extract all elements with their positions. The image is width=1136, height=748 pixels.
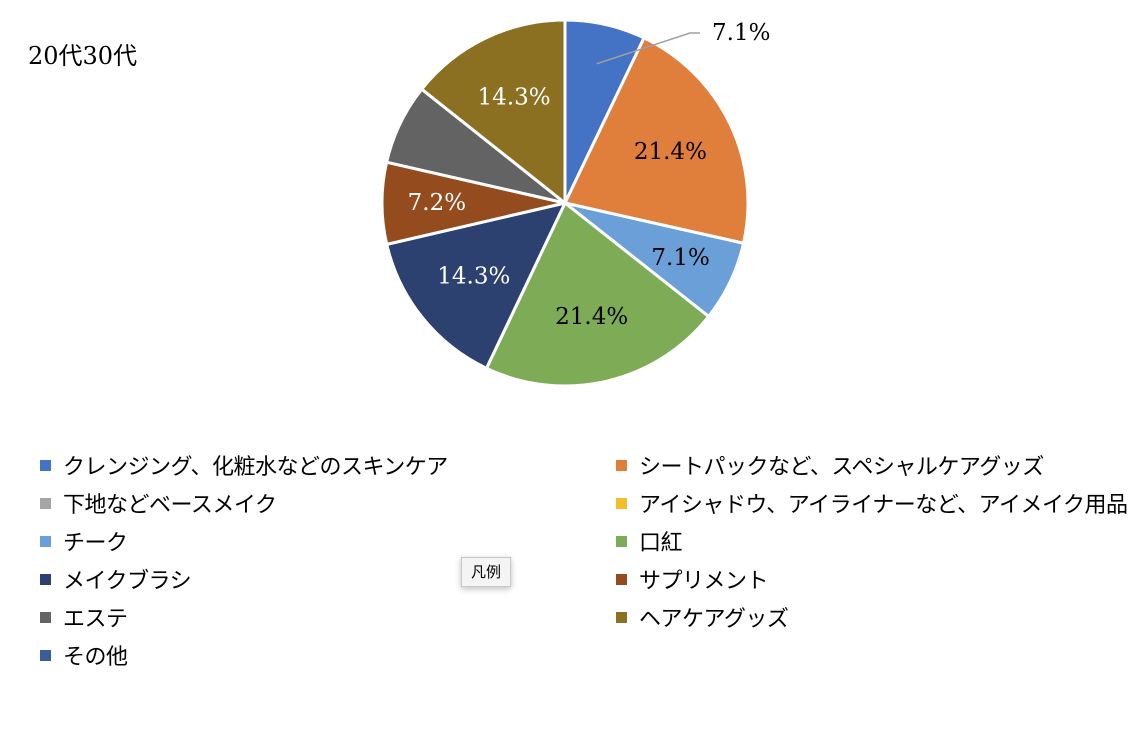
pie-slices: [380, 18, 750, 388]
legend-label: メイクブラシ: [63, 569, 192, 594]
legend-swatch: [40, 611, 51, 623]
data-label-10: 14.3%: [478, 85, 551, 111]
data-label-8: 7.2%: [408, 190, 466, 216]
legend: クレンジング、化粧水などのスキンケア シートパックなど、スペシャルケアグッズ下地な…: [40, 446, 1136, 674]
legend-label: ヘアケアグッズ: [639, 607, 789, 632]
data-label-6: 21.4%: [555, 304, 628, 330]
legend-item-7: メイクブラシ: [40, 560, 616, 598]
pie-slice-10: [420, 18, 567, 205]
legend-item-11: その他: [40, 636, 616, 674]
legend-item-8: サプリメント: [616, 560, 1116, 598]
legend-tooltip: 凡例: [461, 557, 512, 587]
chart-title: 20代30代: [28, 42, 138, 70]
data-label-1: 7.1%: [712, 20, 770, 46]
legend-swatch: [40, 459, 51, 471]
legend-swatch: [616, 573, 627, 585]
legend-swatch: [616, 459, 627, 471]
legend-item-4: アイシャドウ、アイライナーなど、アイメイク用品: [616, 484, 1128, 522]
legend-item-10: ヘアケアグッズ: [616, 598, 1116, 636]
leader-line-1: [596, 32, 700, 65]
data-label-7: 14.3%: [437, 263, 510, 289]
legend-label: エステ: [63, 607, 128, 632]
legend-item-1: クレンジング、化粧水などのスキンケア: [40, 446, 616, 484]
data-label-2: 21.4%: [634, 139, 707, 165]
legend-swatch: [616, 497, 627, 509]
pie-slice-6: [484, 201, 711, 388]
legend-label: アイシャドウ、アイライナーなど、アイメイク用品: [639, 493, 1128, 518]
legend-label: チーク: [63, 531, 128, 556]
legend-swatch: [616, 611, 627, 623]
legend-label: その他: [63, 645, 128, 670]
data-labels: 7.1% 21.4% 7.1% 21.4% 14.3% 7.2% 14.3%: [408, 20, 771, 330]
legend-swatch: [616, 535, 627, 547]
legend-label: 口紅: [639, 531, 683, 556]
legend-item-2: シートパックなど、スペシャルケアグッズ: [616, 446, 1116, 484]
legend-swatch: [40, 573, 51, 585]
legend-item-6: 口紅: [616, 522, 1116, 560]
legend-swatch: [40, 497, 51, 509]
legend-label: 下地などベースメイク: [63, 493, 277, 518]
pie-slice-2: [563, 36, 750, 245]
legend-label: クレンジング、化粧水などのスキンケア: [63, 455, 448, 480]
legend-item-5: チーク: [40, 522, 616, 560]
legend-swatch: [40, 649, 51, 661]
legend-swatch: [40, 535, 51, 547]
legend-item-3: 下地などベースメイク: [40, 484, 616, 522]
leader-lines: [596, 32, 700, 65]
legend-label: サプリメント: [639, 569, 769, 594]
pie-chart: 7.1% 21.4% 7.1% 21.4% 14.3% 7.2% 14.3%: [380, 18, 771, 388]
data-label-5: 7.1%: [651, 245, 709, 271]
legend-item-9: エステ: [40, 598, 616, 636]
pie-slice-7: [385, 201, 567, 370]
legend-label: シートパックなど、スペシャルケアグッズ: [639, 455, 1044, 480]
